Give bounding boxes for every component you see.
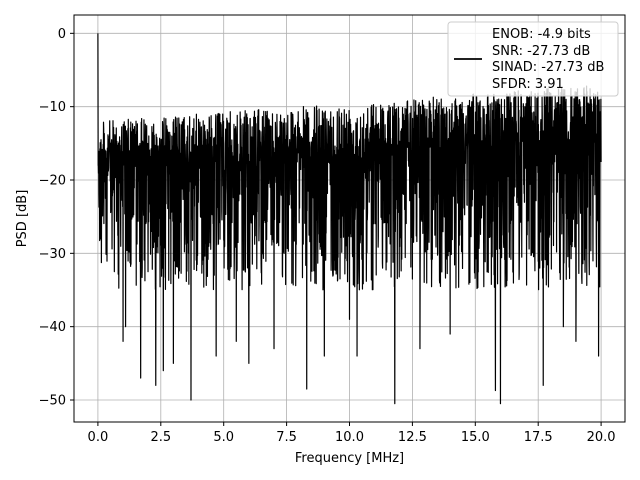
y-axis-label: PSD [dB] (15, 190, 30, 248)
y-tick-label: 0 (58, 27, 66, 42)
x-tick-label: 12.5 (398, 430, 427, 445)
legend-line-enob: ENOB: -4.9 bits (492, 27, 591, 42)
legend-line-sfdr: SFDR: 3.91 (492, 77, 564, 92)
x-axis-ticks: 0.0 2.5 5.0 7.5 10.0 12.5 15.0 17.5 20.0 (88, 422, 616, 445)
y-tick-label: −30 (39, 247, 66, 262)
x-tick-label: 20.0 (587, 430, 616, 445)
psd-series (97, 33, 602, 405)
x-tick-label: 7.5 (276, 430, 297, 445)
legend: ENOB: -4.9 bits SNR: -27.73 dB SINAD: -2… (447, 21, 619, 97)
y-axis-ticks: 0 −10 −20 −30 −40 −50 (39, 27, 74, 409)
x-tick-label: 2.5 (150, 430, 171, 445)
y-tick-label: −50 (39, 394, 66, 409)
y-tick-label: −20 (39, 174, 66, 189)
legend-box (447, 21, 619, 97)
psd-trace (97, 33, 602, 405)
legend-line-sinad: SINAD: -27.73 dB (492, 60, 604, 75)
x-tick-label: 5.0 (213, 430, 234, 445)
legend-line-snr: SNR: -27.73 dB (492, 44, 590, 59)
x-tick-label: 15.0 (461, 430, 490, 445)
y-tick-label: −40 (39, 320, 66, 335)
x-axis-label: Frequency [MHz] (295, 451, 404, 466)
x-tick-label: 0.0 (88, 430, 109, 445)
x-tick-label: 10.0 (335, 430, 364, 445)
x-tick-label: 17.5 (524, 430, 553, 445)
y-tick-label: −10 (39, 100, 66, 115)
